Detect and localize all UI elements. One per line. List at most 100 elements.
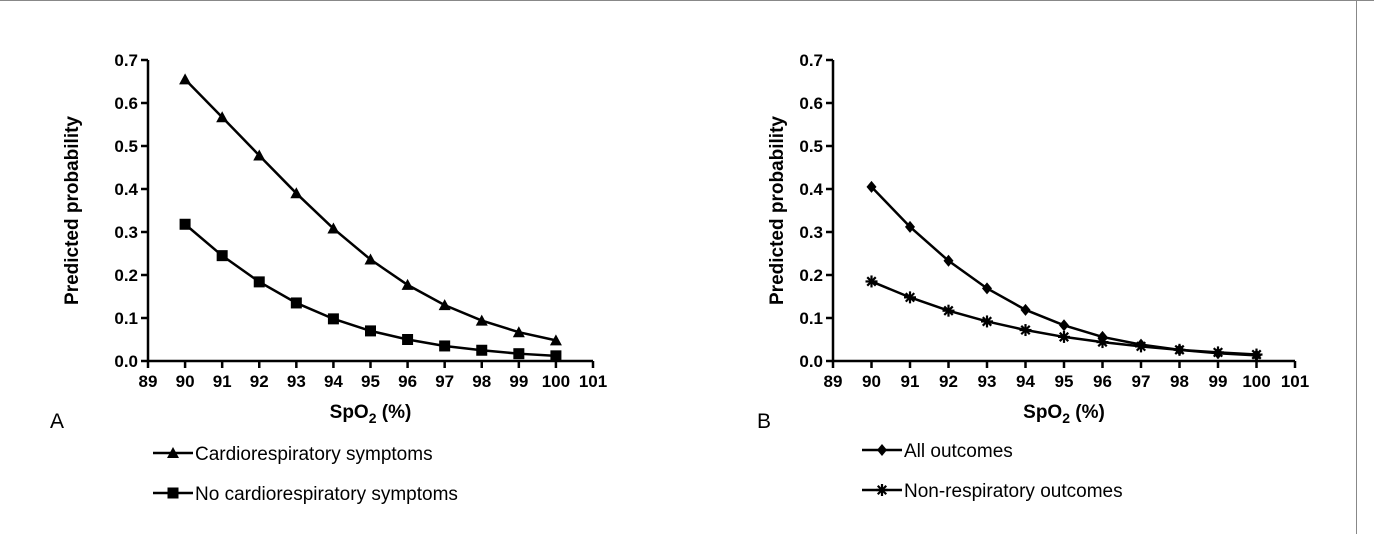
x-axis-title: SpO2 (%) xyxy=(330,402,412,426)
x-tick-label: 90 xyxy=(862,372,881,391)
legend-marker xyxy=(876,484,888,496)
data-point xyxy=(402,334,414,345)
series-line xyxy=(184,78,557,342)
panel-a: 0.0 0.1 0.2 0.3 0.4 0.5 0.6 0.7 89 90 91 92 93 94 95 96… xyxy=(50,51,607,505)
y-tick-label: 0.6 xyxy=(799,94,823,113)
data-point xyxy=(290,187,303,199)
data-point xyxy=(253,276,265,288)
legend-label: Non-respiratory outcomes xyxy=(904,481,1123,502)
asterisk-stroke xyxy=(904,292,916,303)
series-line xyxy=(871,280,1257,356)
x-tick-label: 89 xyxy=(824,372,843,391)
asterisk-stroke xyxy=(1058,331,1070,342)
panel-b: 0.0 0.1 0.2 0.3 0.4 0.5 0.6 0.7 89 90 91 92 93 94 95 96… xyxy=(757,51,1309,502)
data-point xyxy=(904,291,916,304)
x-tick-label: 92 xyxy=(250,372,269,391)
y-tick-label: 0.2 xyxy=(114,266,138,285)
x-tick-label: 96 xyxy=(398,372,417,391)
data-point xyxy=(439,340,451,352)
panel-letter: B xyxy=(757,410,771,433)
asterisk-stroke xyxy=(1174,344,1185,355)
y-tick-label: 0.5 xyxy=(114,137,138,156)
x-tick-label: 93 xyxy=(978,372,997,391)
x-tick-label: 100 xyxy=(542,372,570,391)
x-tick-label: 97 xyxy=(1132,372,1151,391)
legend-label: All outcomes xyxy=(904,441,1013,462)
legend-marker xyxy=(877,444,887,456)
data-point xyxy=(216,250,228,262)
x-tick-label: 90 xyxy=(176,372,195,391)
x-tick-label: 99 xyxy=(1209,372,1228,391)
x-axis-title-suffix: (%) xyxy=(377,402,412,423)
x-tick-label: 95 xyxy=(361,372,380,391)
x-tick-label: 95 xyxy=(1055,372,1074,391)
data-point xyxy=(865,275,878,288)
asterisk-stroke xyxy=(1251,349,1262,360)
data-point xyxy=(943,254,954,267)
data-point xyxy=(981,315,993,328)
data-point xyxy=(905,220,915,233)
data-point xyxy=(1019,324,1032,337)
y-tick-label: 0.4 xyxy=(114,180,138,199)
data-point xyxy=(1173,343,1186,356)
data-point xyxy=(253,149,266,161)
x-tick-label: 97 xyxy=(435,372,454,391)
y-tick-label: 0.1 xyxy=(114,309,138,328)
data-point xyxy=(1058,330,1070,343)
y-tick-label: 0.4 xyxy=(799,180,823,199)
legend-label: Cardiorespiratory symptoms xyxy=(195,444,433,465)
data-point xyxy=(476,344,488,356)
data-point xyxy=(1250,348,1263,361)
x-tick-label: 92 xyxy=(939,372,958,391)
x-tick-label: 100 xyxy=(1242,372,1270,391)
data-point xyxy=(364,253,377,265)
x-axis-title-main: SpO xyxy=(330,402,369,423)
asterisk-stroke xyxy=(981,316,993,327)
y-axis-title: Predicted probability xyxy=(767,116,788,305)
y-tick-label: 0.3 xyxy=(114,223,138,242)
y-tick-label: 0.7 xyxy=(799,51,823,70)
data-point xyxy=(475,314,488,326)
asterisk-stroke xyxy=(876,484,888,496)
asterisk-stroke xyxy=(1020,325,1031,336)
asterisk-stroke xyxy=(1212,347,1224,358)
y-tick-label: 0.0 xyxy=(799,352,823,371)
x-tick-label: 99 xyxy=(509,372,528,391)
data-point xyxy=(179,218,191,230)
x-tick-label: 93 xyxy=(287,372,306,391)
data-point xyxy=(290,297,302,309)
y-tick-label: 0.3 xyxy=(799,223,823,242)
legend-marker xyxy=(167,447,179,458)
data-point xyxy=(216,111,229,123)
y-axis-title: Predicted probability xyxy=(62,116,83,305)
y-tick-label: 0.6 xyxy=(114,94,138,113)
x-tick-label: 96 xyxy=(1093,372,1112,391)
data-point xyxy=(327,313,339,325)
x-tick-label: 89 xyxy=(139,372,158,391)
data-point xyxy=(401,278,414,290)
data-point xyxy=(179,73,192,85)
y-tick-label: 0.2 xyxy=(799,266,823,285)
x-tick-label: 101 xyxy=(579,372,607,391)
data-point xyxy=(365,325,376,337)
x-tick-label: 101 xyxy=(1281,372,1309,391)
data-point xyxy=(1212,346,1224,359)
y-tick-label: 0.1 xyxy=(799,309,823,328)
data-point xyxy=(1059,319,1069,332)
x-tick-label: 91 xyxy=(213,372,232,391)
y-tick-label: 0.7 xyxy=(114,51,138,70)
asterisk-stroke xyxy=(866,276,877,287)
x-tick-label: 94 xyxy=(1016,372,1035,391)
data-point xyxy=(982,282,992,295)
x-axis-title-suffix: (%) xyxy=(1070,402,1105,423)
data-point xyxy=(512,326,525,338)
data-point xyxy=(1020,303,1031,316)
data-point xyxy=(1135,340,1147,353)
asterisk-stroke xyxy=(1135,341,1147,352)
x-tick-label: 91 xyxy=(901,372,920,391)
y-tick-label: 0.0 xyxy=(114,352,138,371)
legend-marker xyxy=(167,487,179,499)
data-point xyxy=(327,222,340,234)
data-point xyxy=(1096,336,1109,349)
